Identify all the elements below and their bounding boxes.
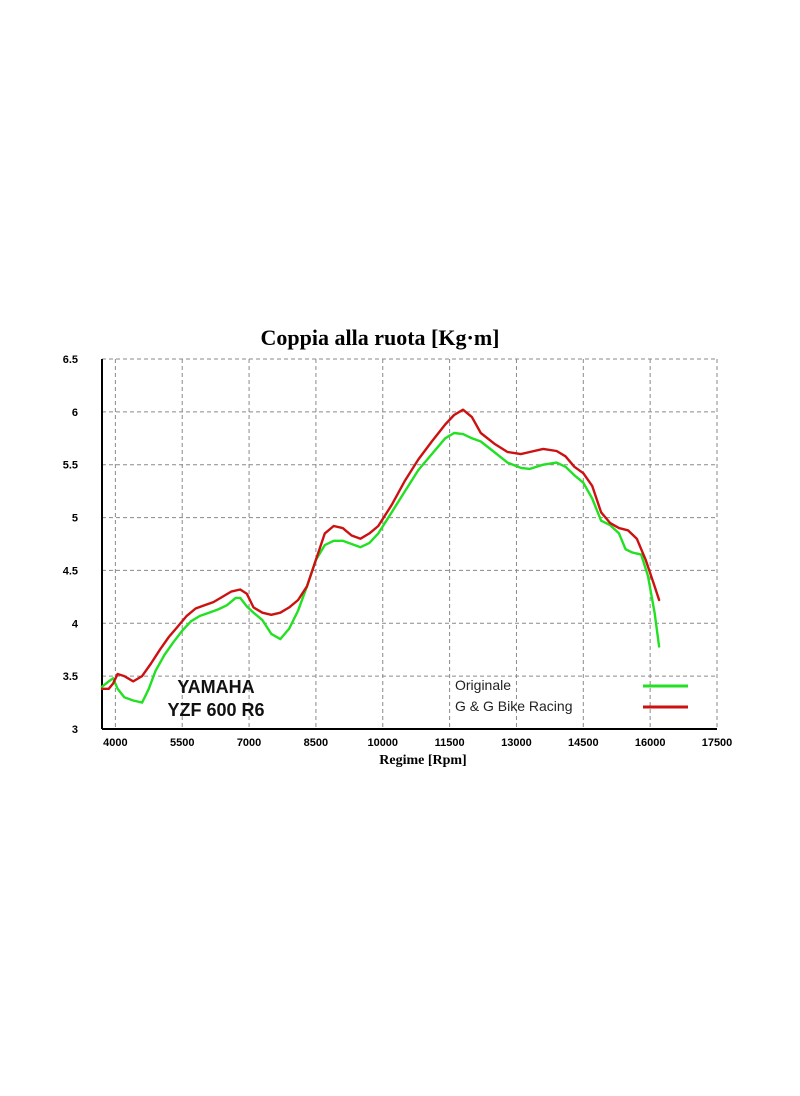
series-line-gg-bike-racing <box>100 408 661 690</box>
y-tick-label: 5 <box>72 513 78 525</box>
y-tick-label: 4.5 <box>63 565 78 577</box>
x-tick-label: 14500 <box>568 737 599 749</box>
legend: Originale G & G Bike Racing <box>455 677 688 714</box>
x-axis-label: Regime [Rpm] <box>379 753 466 768</box>
y-tick-label: 6 <box>72 407 78 419</box>
x-tick-label: 4000 <box>103 737 127 749</box>
y-tick-labels: 3 3.5 4 4.5 5 5.5 6 6.5 <box>63 354 79 736</box>
model-annotation-line-1: YAMAHA <box>177 677 254 697</box>
chart-title: Coppia alla ruota [Kg·m] <box>261 325 500 350</box>
series-lines <box>100 408 661 704</box>
x-tick-label: 17500 <box>702 737 733 749</box>
x-tick-label: 7000 <box>237 737 261 749</box>
x-tick-label: 11500 <box>435 737 465 749</box>
x-tick-label: 10000 <box>367 737 398 749</box>
x-tick-labels: 4000 5500 7000 8500 10000 11500 13000 14500 1600… <box>103 737 732 749</box>
series-line-originale <box>100 431 661 704</box>
x-tick-label: 13000 <box>501 737 532 749</box>
model-annotation-line-2: YZF 600 R6 <box>167 700 264 720</box>
grid <box>102 358 718 729</box>
legend-label-originale: Originale <box>455 677 511 693</box>
axes <box>101 359 717 730</box>
x-tick-label: 16000 <box>635 737 666 749</box>
y-tick-label: 5.5 <box>63 460 78 472</box>
x-tick-label: 5500 <box>170 737 194 749</box>
y-tick-label: 4 <box>72 618 79 630</box>
y-tick-label: 3 <box>72 724 78 736</box>
legend-label-gg-bike-racing: G & G Bike Racing <box>455 698 573 714</box>
x-tick-label: 8500 <box>304 737 328 749</box>
y-tick-label: 6.5 <box>63 354 78 366</box>
y-tick-label: 3.5 <box>63 671 78 683</box>
